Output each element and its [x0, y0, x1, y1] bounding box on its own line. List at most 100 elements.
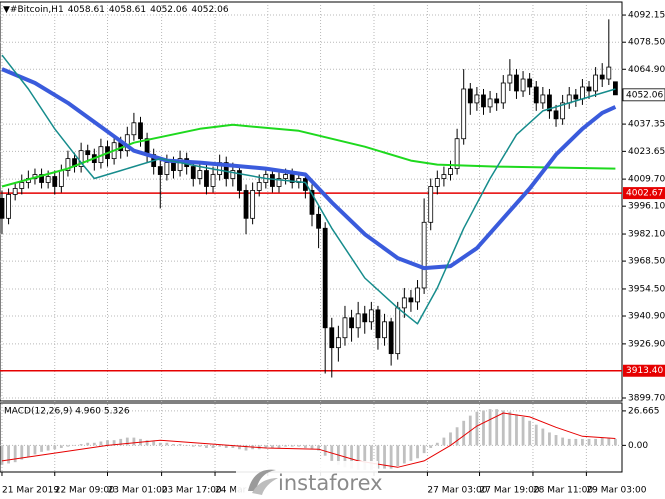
macd-bar	[482, 410, 485, 446]
macd-bar	[218, 445, 222, 447]
macd-y-tick-label: 0.00	[628, 441, 648, 451]
macd-bar	[501, 410, 505, 446]
macd-bar	[290, 445, 294, 447]
macd-signal	[1, 412, 616, 468]
candle-body	[177, 158, 183, 171]
macd-bar	[53, 445, 57, 450]
candle-body	[395, 307, 401, 355]
x-tick-label: 28 Mar 11:00	[533, 486, 593, 496]
macd-bar	[534, 424, 538, 446]
candle-body	[45, 176, 51, 183]
macd-bar	[567, 438, 571, 446]
candle-body	[461, 88, 467, 140]
candle-body	[309, 190, 315, 215]
candle-body	[375, 309, 381, 339]
x-tick-label: 21 Mar 2019	[2, 486, 59, 496]
candle-body	[52, 176, 58, 187]
candle-body	[428, 186, 434, 223]
candle-body	[322, 227, 328, 329]
candle-body	[434, 178, 440, 187]
macd-bar	[548, 432, 551, 446]
candle-body	[243, 190, 249, 219]
level-label: 4002.67	[626, 189, 663, 199]
macd-bar	[46, 445, 50, 451]
candle-body	[362, 313, 368, 323]
macd-bar	[277, 445, 281, 448]
header-arrow: ▼	[3, 5, 10, 15]
candle-body	[197, 170, 203, 179]
macd-bar	[581, 438, 584, 446]
macd-bar	[429, 445, 433, 448]
macd-bar	[356, 445, 360, 470]
candle-body	[190, 166, 196, 179]
watermark: instaforex	[236, 461, 383, 499]
candle-body	[237, 170, 242, 191]
macd-bar	[389, 445, 393, 469]
macd-bar	[40, 445, 43, 452]
macd-bar	[7, 445, 10, 464]
candle-body	[316, 213, 321, 229]
macd-bar	[449, 432, 452, 446]
y-tick-label: 4037.35	[628, 120, 665, 130]
macd-bar	[402, 445, 406, 464]
macd-bar	[528, 420, 532, 446]
moving-average	[1, 123, 616, 188]
header-open: 4058.61	[68, 5, 105, 15]
candle-body	[415, 287, 420, 303]
candle-body	[171, 162, 176, 171]
candle-body	[0, 198, 5, 219]
macd-bar	[125, 437, 129, 446]
candle-body	[349, 317, 354, 329]
macd-bar	[297, 445, 301, 447]
y-tick-label: 3954.50	[628, 284, 665, 294]
candle-body	[553, 110, 559, 120]
candle-body	[540, 94, 546, 104]
macd-bar	[145, 440, 149, 446]
x-tick-label: 29 Mar 03:00	[586, 486, 646, 496]
macd-bar	[488, 409, 492, 446]
candle-body	[547, 94, 552, 112]
macd-bar	[231, 445, 235, 448]
watermark-logo-2	[252, 478, 278, 495]
macd-bar	[594, 438, 598, 446]
y-tick-label: 3996.10	[628, 202, 665, 212]
candle-body	[335, 337, 341, 349]
y-tick-label: 4064.90	[628, 65, 665, 75]
macd-bar	[515, 414, 518, 446]
macd-bar	[574, 438, 578, 446]
candle-body	[507, 74, 513, 84]
macd-bar	[323, 445, 327, 456]
macd-bar	[244, 445, 248, 451]
candle-body	[500, 82, 506, 104]
main-frame	[0, 1, 623, 402]
macd-bar	[112, 440, 116, 446]
macd-bar	[607, 437, 611, 446]
macd-bar	[600, 437, 604, 446]
macd-bar	[343, 445, 347, 468]
macd-bar	[205, 445, 208, 448]
macd-bar	[508, 411, 512, 446]
y-tick-label: 3982.10	[628, 230, 665, 240]
x-tick-label: 22 Mar 09:00	[55, 486, 115, 496]
macd-bar	[73, 445, 76, 446]
candle-body	[474, 94, 480, 104]
macd-bar	[59, 445, 63, 448]
candle-body	[250, 190, 256, 219]
macd-bar	[587, 438, 591, 446]
header-high: 4058.61	[109, 5, 146, 15]
macd-bar	[185, 445, 189, 446]
candle-body	[382, 321, 387, 339]
candle-body	[204, 170, 209, 187]
candle-body	[454, 138, 460, 169]
candle-body	[355, 313, 361, 329]
symbol: #Bitcoin,H1	[10, 5, 64, 15]
macd-bar	[369, 445, 373, 470]
candle-body	[230, 170, 236, 179]
x-tick-label: 27 Mar 03:00	[427, 486, 487, 496]
candle-body	[78, 150, 84, 167]
macd-bar	[383, 445, 386, 469]
candle-body	[58, 170, 64, 187]
macd-bar	[20, 445, 24, 460]
macd-bar	[238, 445, 241, 450]
